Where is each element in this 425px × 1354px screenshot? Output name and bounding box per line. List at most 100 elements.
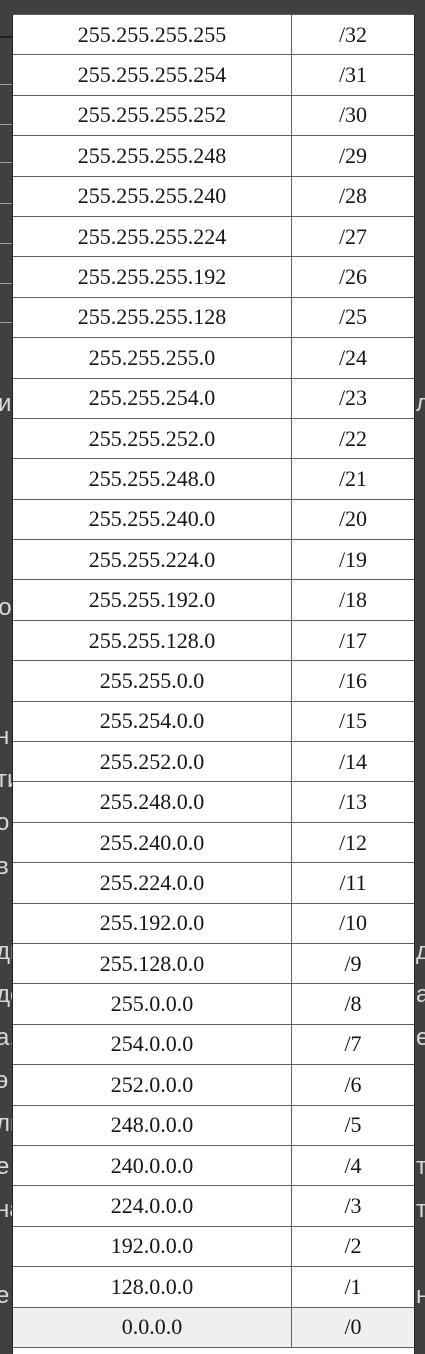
background-text-fragment: в [0,853,9,880]
cidr-prefix-cell: /2 [291,1225,414,1268]
cidr-prefix-cell: /6 [291,1064,414,1106]
subnet-mask-cell: 255.255.255.0 [13,337,292,379]
subnet-mask-cell: 255.254.0.0 [13,700,292,743]
cidr-prefix-cell: /23 [291,377,414,419]
table-row: 255.255.254.0/23 [13,377,414,419]
background-text-fragment: н [416,1282,425,1309]
subnet-mask-cell: 255.255.248.0 [13,458,292,500]
cidr-prefix-cell: /4 [291,1144,414,1187]
background-text-fragment: е [0,1153,10,1180]
background-text-fragment: н [0,723,10,750]
table-row: 255.255.255.255/32 [13,14,414,56]
table-row: 255.255.255.254/31 [13,54,414,96]
table-row: 255.192.0.0/10 [13,902,414,944]
background-text-fragment: т [416,1196,425,1223]
table-row: 255.255.224.0/19 [13,539,414,581]
cidr-prefix-cell: /28 [291,175,414,217]
subnet-mask-cell: 255.255.240.0 [13,498,292,541]
subnet-mask-cell: 255.224.0.0 [13,862,292,904]
background-rule [0,283,12,284]
cidr-prefix-cell: /20 [291,498,414,541]
subnet-mask-cell: 255.252.0.0 [13,741,292,783]
table-row: 255.252.0.0/14 [13,741,414,783]
table-row: 255.255.240.0/20 [13,498,414,541]
background-rule [0,84,12,85]
subnet-mask-cell: 255.255.252.0 [13,417,292,460]
background-text-fragment: и [0,390,12,417]
subnet-mask-cell: 255.128.0.0 [13,942,292,985]
cidr-prefix-cell: /26 [291,256,414,298]
table-row: 128.0.0.0/1 [13,1266,414,1308]
cidr-prefix-cell: /17 [291,619,414,662]
cidr-prefix-cell: /30 [291,94,414,137]
background-rule [0,36,12,38]
cidr-prefix-cell: /8 [291,983,414,1025]
table-row: 255.255.252.0/22 [13,417,414,460]
cidr-prefix-cell: /19 [291,539,414,581]
background-text-fragment: т [416,1153,425,1180]
table-row: 224.0.0.0/3 [13,1185,414,1227]
cidr-prefix-cell: /3 [291,1185,414,1227]
table-row: 255.255.0.0/16 [13,660,414,702]
background-rule [0,124,12,125]
cidr-prefix-cell: /24 [291,337,414,379]
subnet-mask-cell: 224.0.0.0 [13,1185,292,1227]
background-text-fragment: э [0,1067,9,1094]
cidr-prefix-cell: /16 [291,660,414,702]
table-row: 255.0.0.0/8 [13,983,414,1025]
table-row: 255.255.255.224/27 [13,215,414,258]
background-rule [0,203,12,204]
cidr-prefix-cell: /18 [291,579,414,621]
subnet-mask-table-body: 255.255.255.255/32 255.255.255.254/31 255.… [13,14,414,1348]
cidr-prefix-cell: /14 [291,741,414,783]
subnet-mask-table: 255.255.255.255/32 255.255.255.254/31 255.… [13,14,414,1348]
subnet-mask-cell: 0.0.0.0 [13,1306,292,1348]
table-row: 255.255.255.252/30 [13,94,414,137]
subnet-mask-cell: 255.255.255.128 [13,296,292,339]
table-row: 255.255.255.192/26 [13,256,414,298]
cidr-prefix-cell: /15 [291,700,414,743]
background-text-fragment: о [0,809,10,836]
cidr-prefix-cell: /29 [291,135,414,177]
table-row: 252.0.0.0/6 [13,1064,414,1106]
cidr-prefix-cell: /22 [291,417,414,460]
subnet-mask-cell: 128.0.0.0 [13,1266,292,1308]
table-row: 248.0.0.0/5 [13,1104,414,1146]
subnet-mask-cell: 255.255.255.192 [13,256,292,298]
subnet-mask-cell: 255.248.0.0 [13,781,292,823]
cidr-prefix-cell: /5 [291,1104,414,1146]
cidr-prefix-cell: /7 [291,1023,414,1066]
background-text-fragment: е [0,1282,10,1309]
cidr-prefix-cell: /9 [291,942,414,985]
table-row: 255.255.255.248/29 [13,135,414,177]
table-row: 254.0.0.0/7 [13,1023,414,1066]
subnet-mask-cell: 255.255.254.0 [13,377,292,419]
subnet-mask-cell: 252.0.0.0 [13,1064,292,1106]
subnet-mask-cell: 248.0.0.0 [13,1104,292,1146]
table-row: 255.240.0.0/12 [13,821,414,864]
subnet-mask-cell: 255.255.255.240 [13,175,292,217]
subnet-mask-cell: 255.255.255.255 [13,14,292,56]
subnet-mask-cell: 255.192.0.0 [13,902,292,944]
table-row: 255.255.255.0/24 [13,337,414,379]
subnet-mask-cell: 192.0.0.0 [13,1225,292,1268]
background-rule [0,243,12,244]
background-text-fragment: л [416,390,425,417]
subnet-mask-cell: 255.255.0.0 [13,660,292,702]
cidr-prefix-cell: /31 [291,54,414,96]
table-row: 255.255.128.0/17 [13,619,414,662]
cidr-prefix-cell: /32 [291,14,414,56]
subnet-mask-table-container: 255.255.255.255/32 255.255.255.254/31 255.… [12,14,415,1354]
cidr-prefix-cell: /27 [291,215,414,258]
cidr-prefix-cell: /12 [291,821,414,864]
background-text-fragment: е [416,1024,425,1051]
table-row: 255.128.0.0/9 [13,942,414,985]
table-row: 240.0.0.0/4 [13,1144,414,1187]
subnet-mask-cell: 240.0.0.0 [13,1144,292,1187]
table-row: 255.254.0.0/15 [13,700,414,743]
background-text-fragment: д [416,938,425,965]
background-rule [0,322,12,323]
subnet-mask-cell: 255.255.224.0 [13,539,292,581]
subnet-mask-cell: 255.0.0.0 [13,983,292,1025]
table-row: 255.224.0.0/11 [13,862,414,904]
